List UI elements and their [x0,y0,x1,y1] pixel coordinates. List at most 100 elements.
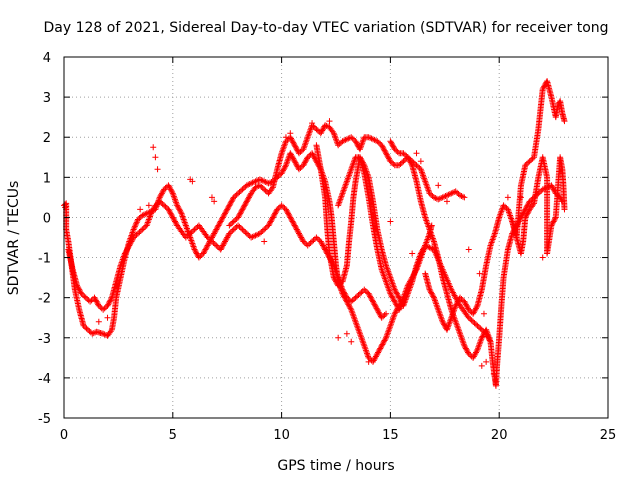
data-point [367,134,374,141]
data-point [174,203,181,210]
data-point [440,320,447,327]
data-point [293,160,300,167]
data-point [470,309,477,316]
data-point [129,237,136,244]
data-point [259,177,266,184]
data-point [390,143,397,150]
data-point [356,154,363,161]
data-point [140,225,147,232]
data-point [369,136,376,143]
data-point [192,247,199,254]
data-point [243,230,250,237]
data-point [349,297,356,304]
data-point [523,213,530,220]
data-point [292,143,299,150]
data-point [237,210,244,217]
data-point [272,210,279,217]
data-point [282,163,289,170]
data-point [237,187,244,194]
data-point [100,330,107,337]
data-point [104,314,111,321]
data-point [408,160,415,167]
data-point [140,211,147,218]
data-point [191,226,198,233]
data-point [393,301,400,308]
data-point [290,140,297,147]
data-point [393,289,400,296]
data-point [233,191,240,198]
data-point [465,306,472,313]
data-point [242,229,249,236]
data-point [388,159,395,166]
data-point [241,202,248,209]
data-point [245,194,252,201]
data-point [94,300,101,307]
data-point [269,215,276,222]
data-point [465,314,472,321]
data-point [75,285,82,292]
data-point [375,349,382,356]
data-point [267,218,274,225]
data-point [262,187,269,194]
data-point [396,162,403,169]
data-point [269,214,276,221]
data-point [170,215,177,222]
data-point [166,207,173,214]
data-point [287,130,294,137]
data-point [464,304,471,311]
data-point [201,247,208,254]
y-tick-label: 1 [43,171,51,186]
data-point [193,250,200,257]
data-point [487,338,494,345]
data-point [211,229,218,236]
data-point [348,134,355,141]
data-point [392,309,399,316]
data-point [345,301,352,308]
data-point [550,218,557,225]
data-point [336,140,343,147]
data-point [435,182,442,189]
data-point [319,127,326,134]
data-point [86,328,93,335]
data-point [465,350,472,357]
data-point [435,196,442,203]
data-point [177,209,184,216]
data-point [121,250,128,257]
data-point [396,306,403,313]
data-point [256,182,263,189]
data-point [470,353,477,360]
data-point [400,150,407,157]
y-axis-label: SDTVAR / TECUs [6,181,22,296]
data-point [208,238,215,245]
data-point [79,291,86,298]
data-point [343,136,350,143]
data-point [303,156,310,163]
data-point [249,233,256,240]
data-point [356,290,363,297]
data-point [525,159,532,166]
y-tick-label: 0 [43,211,51,226]
data-point [136,229,143,236]
data-point [150,144,157,151]
data-point [429,291,436,298]
data-point [78,290,85,297]
data-point [448,190,455,197]
data-point [154,166,161,173]
data-point [459,193,466,200]
data-point [366,291,373,298]
data-point [425,243,432,250]
data-point [549,219,556,226]
data-point [232,217,239,224]
data-point [319,241,326,248]
data-point [322,246,329,253]
data-point [461,194,468,201]
data-point [167,186,174,193]
data-point [468,317,475,324]
data-point [258,183,265,190]
x-axis-label: GPS time / hours [277,458,394,474]
data-point [478,326,485,333]
data-point [335,334,342,341]
data-point [93,298,100,305]
data-point [290,139,297,146]
data-point [406,158,413,165]
